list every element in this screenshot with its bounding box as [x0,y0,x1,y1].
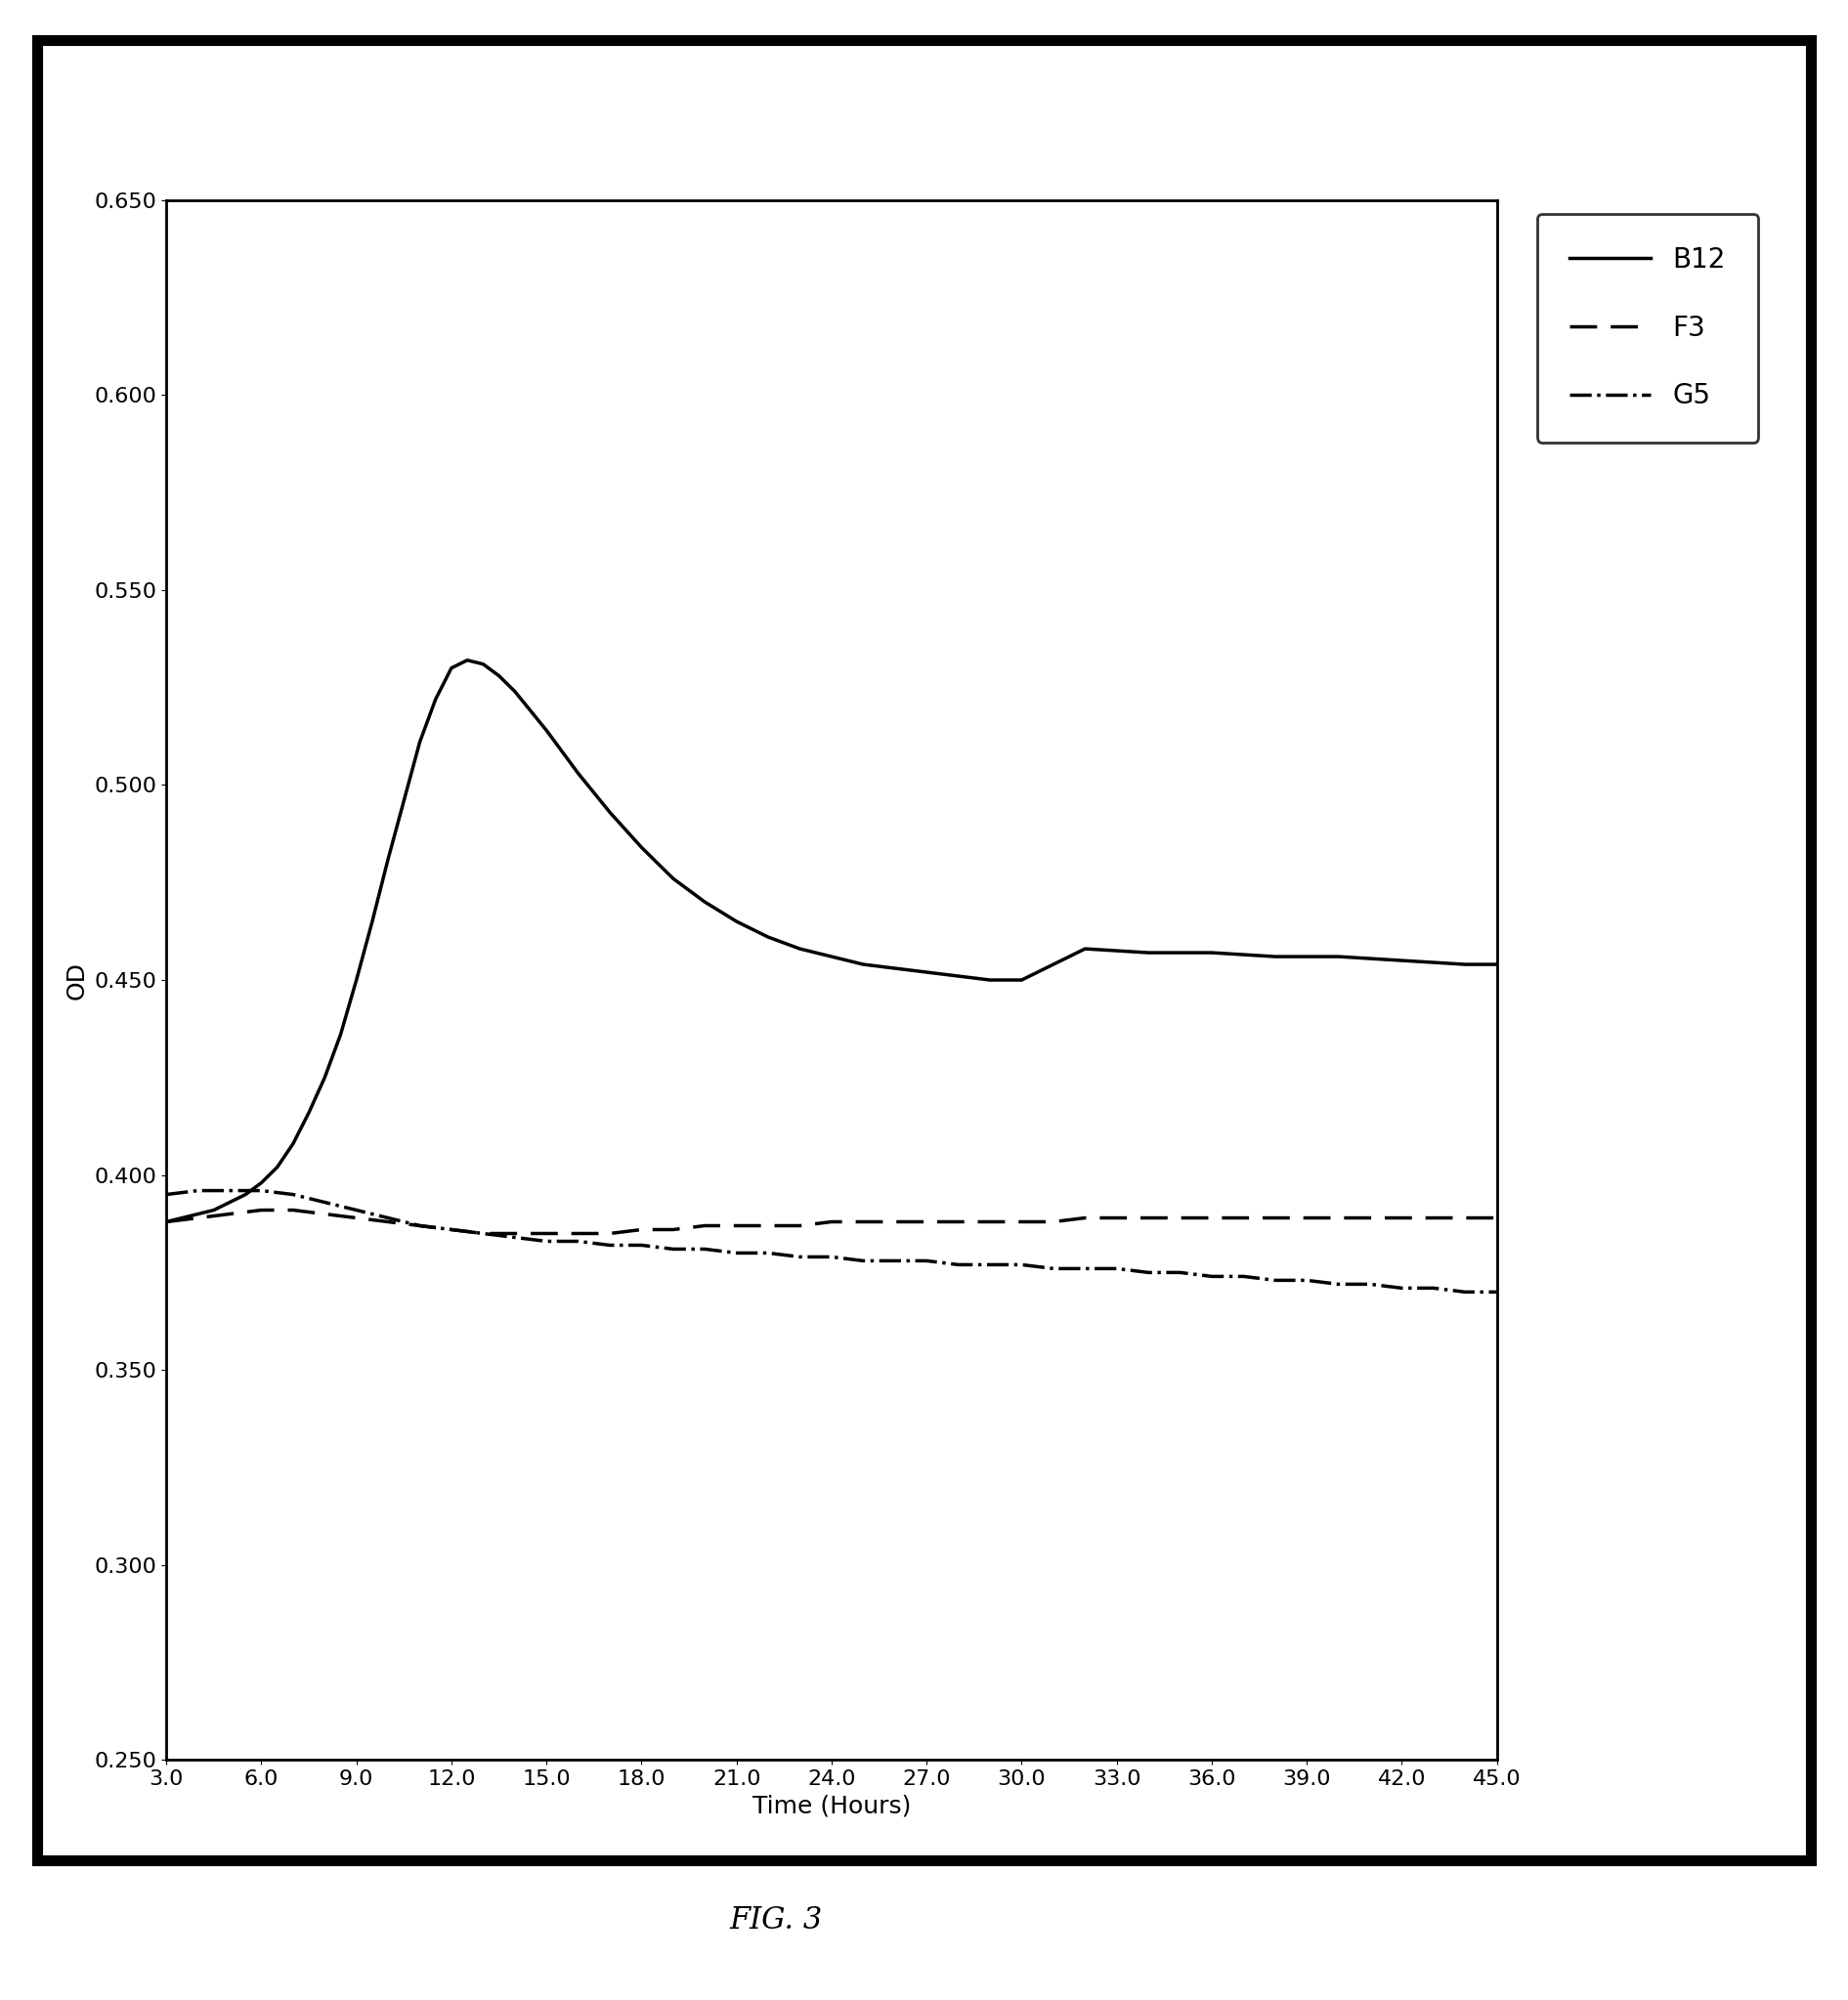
X-axis label: Time (Hours): Time (Hours) [752,1794,911,1818]
Y-axis label: OD: OD [65,960,89,1000]
Legend: B12, F3, G5: B12, F3, G5 [1538,214,1759,442]
Text: FIG. 3: FIG. 3 [730,1904,822,1936]
